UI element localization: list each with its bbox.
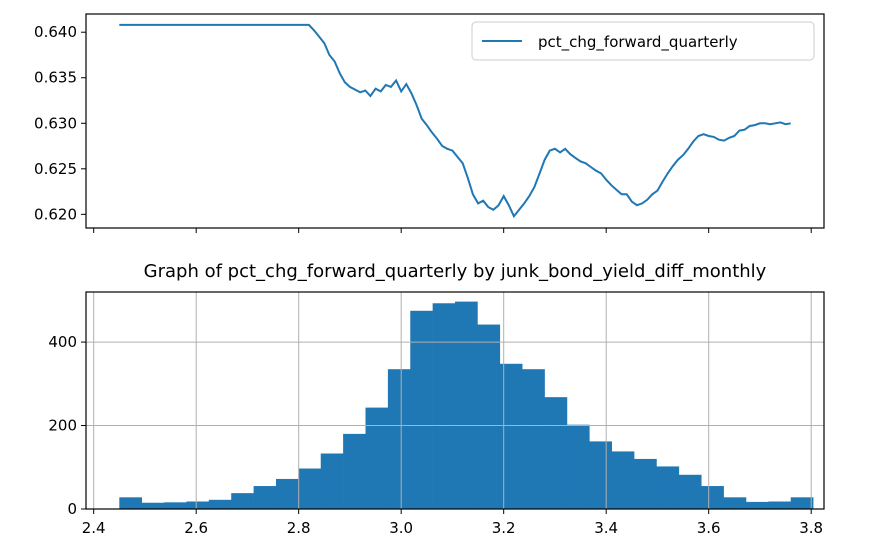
histogram-bar <box>701 486 724 509</box>
histogram-bar <box>566 424 590 509</box>
legend-label: pct_chg_forward_quarterly <box>538 33 738 52</box>
line-series-pct-chg-forward-quarterly <box>119 23 791 219</box>
top-y-tick-label: 0.630 <box>34 114 77 132</box>
histogram-bar <box>320 453 344 509</box>
histogram-bar <box>745 501 769 509</box>
bottom-y-tick-label: 0 <box>67 500 77 518</box>
bottom-y-tick-label: 400 <box>48 333 77 351</box>
histogram-bar <box>611 451 635 509</box>
line-chart-panel: 0.620 0.625 0.630 0.635 0.640 pct_chg_forwar… <box>34 13 825 233</box>
histogram-bar <box>231 493 254 509</box>
histogram-bar <box>634 458 657 509</box>
top-x-axis <box>93 228 812 233</box>
histogram-bar <box>343 433 366 509</box>
histogram-bar <box>499 363 523 509</box>
histogram-bar <box>678 474 702 509</box>
top-y-tick-label: 0.635 <box>34 69 77 87</box>
histogram-bar <box>790 497 814 509</box>
bottom-x-axis: 2.4 2.6 2.8 3.0 3.2 3.4 3.6 3.8 <box>82 509 823 537</box>
bottom-x-tick-label: 3.2 <box>492 519 516 537</box>
bottom-x-tick-label: 3.4 <box>594 519 618 537</box>
top-y-tick-label: 0.625 <box>34 160 77 178</box>
bottom-x-tick-label: 3.0 <box>389 519 413 537</box>
histogram-bar <box>723 497 747 509</box>
bottom-y-tick-label: 200 <box>48 417 77 435</box>
histogram-title: Graph of pct_chg_forward_quarterly by ju… <box>144 261 767 282</box>
histogram-bar <box>365 407 389 509</box>
histogram-bar <box>455 301 478 509</box>
bottom-x-tick-label: 3.6 <box>697 519 721 537</box>
histogram-bar <box>208 499 232 509</box>
histogram-bar <box>275 478 299 509</box>
bottom-plot-frame <box>85 291 825 510</box>
top-y-axis: 0.620 0.625 0.630 0.635 0.640 <box>34 23 86 223</box>
histogram-bar <box>656 466 680 509</box>
top-plot-frame <box>85 13 825 229</box>
bottom-y-axis: 0 200 400 <box>48 333 86 518</box>
histogram-panel: Graph of pct_chg_forward_quarterly by ju… <box>48 261 825 537</box>
top-y-tick-label: 0.640 <box>34 23 77 41</box>
legend: pct_chg_forward_quarterly <box>471 21 815 61</box>
histogram-bar <box>119 497 142 509</box>
histogram-bar <box>432 303 456 509</box>
histogram-bar <box>298 468 322 509</box>
bottom-x-tick-label: 2.8 <box>287 519 311 537</box>
bottom-x-tick-label: 2.6 <box>184 519 208 537</box>
histogram-bar <box>164 502 187 509</box>
histogram-bar <box>768 501 792 509</box>
histogram-bar <box>186 501 210 509</box>
histogram-bar <box>544 397 568 509</box>
histogram-bar <box>387 369 411 509</box>
histogram-bars <box>119 301 814 509</box>
histogram-bar <box>141 502 165 509</box>
legend-box <box>471 21 815 61</box>
histogram-bar <box>253 486 277 509</box>
histogram-bar <box>477 324 501 509</box>
bottom-x-tick-label: 2.4 <box>82 519 106 537</box>
top-y-tick-label: 0.620 <box>34 205 77 223</box>
bottom-x-tick-label: 3.8 <box>799 519 823 537</box>
histogram-bar <box>589 441 612 509</box>
histogram-bar <box>522 369 545 509</box>
histogram-bar <box>410 310 433 509</box>
